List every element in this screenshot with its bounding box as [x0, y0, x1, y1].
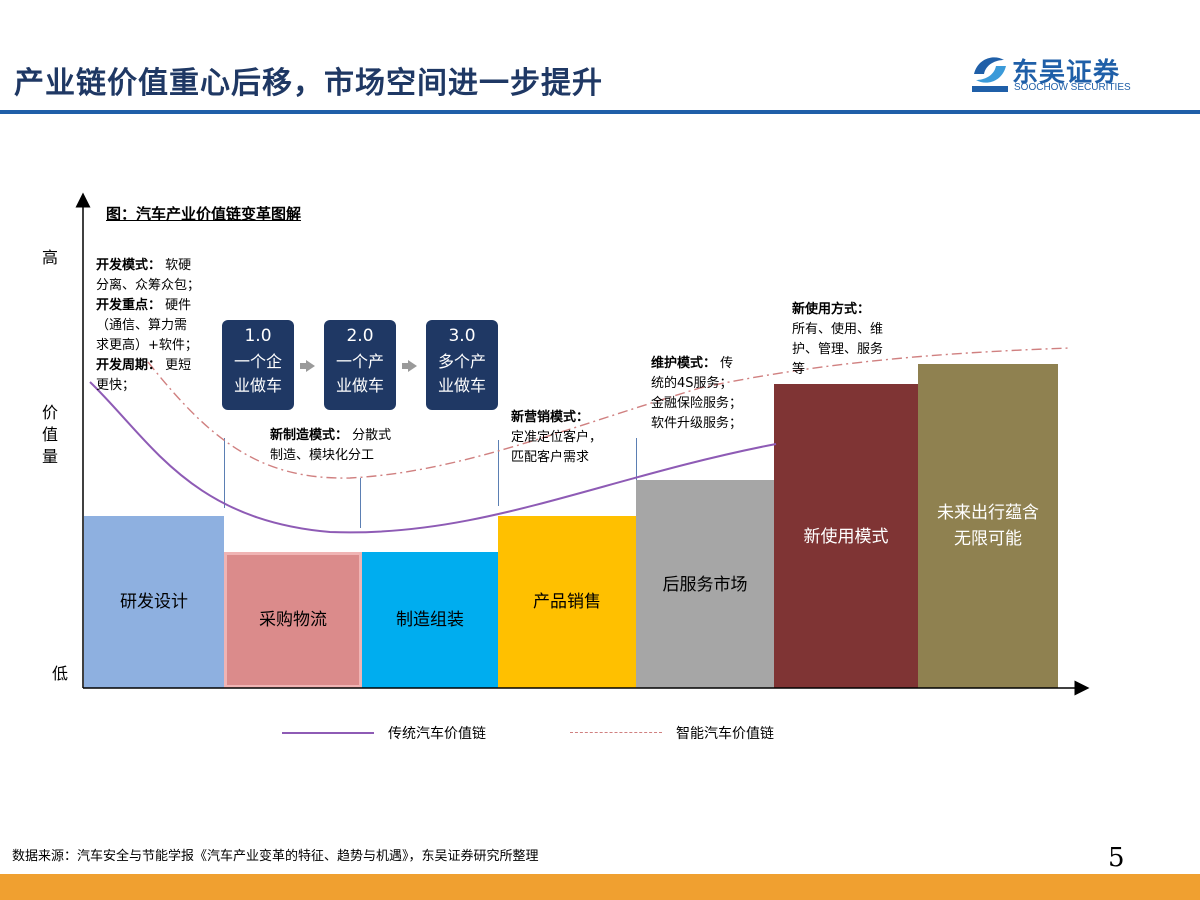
annotation-title: 新营销模式： [511, 410, 590, 425]
divider-line [224, 438, 225, 508]
figure-caption: 图：汽车产业价值链变革图解 [106, 205, 302, 223]
stage-box-2: 2.0 一个产 业做车 [324, 320, 396, 410]
stage-text: 一个产 [335, 352, 384, 371]
annotation-usage: 新使用方式： 所有、使用、维 护、管理、服务 等 [792, 300, 883, 380]
bar-new-usage-mode: 新使用模式 [774, 384, 918, 688]
bar-label: 新使用模式 [803, 527, 889, 547]
stage-number: 3.0 [448, 326, 476, 346]
annotation-text: 统的4S服务； [651, 376, 733, 391]
annotation-text: 护、管理、服务 [792, 342, 884, 357]
bar-label: 采购物流 [259, 610, 327, 630]
bar-manufacturing-assembly: 制造组装 [362, 552, 498, 688]
bar-procurement-logistics: 采购物流 [224, 552, 362, 688]
annotation-development: 开发模式： 软硬 分离、众筹众包； 开发重点： 硬件 （通信、算力需 求更高）+… [96, 256, 226, 396]
annotation-text: 软件升级服务； [651, 416, 743, 431]
divider-line [360, 478, 361, 528]
bar-label: 产品销售 [533, 592, 601, 612]
stage-text: 业做车 [233, 376, 282, 395]
logo-english-name: SOOCHOW SECURITIES [1014, 82, 1131, 93]
page-title: 产业链价值重心后移，市场空间进一步提升 [14, 66, 603, 101]
stage-number: 2.0 [346, 326, 374, 346]
annotation-text: 金融保险服务； [651, 396, 743, 411]
annotation-text: 匹配客户需求 [511, 450, 590, 465]
stage-text: 一个企 [233, 352, 282, 371]
annotation-text: 等 [792, 362, 806, 377]
annotation-text: 分离、众筹众包； [96, 278, 201, 293]
y-axis-label-char: 价 [41, 403, 58, 422]
annotation-text: （通信、算力需 [96, 318, 188, 333]
y-axis-label: 价 值 量 [40, 402, 60, 468]
annotation-text: 软硬 [165, 258, 192, 273]
annotation-title: 新使用方式： [792, 302, 871, 317]
annotation-title: 新制造模式： [270, 428, 349, 443]
annotation-text: 更快； [96, 378, 136, 393]
y-axis-label-char: 量 [41, 447, 58, 466]
annotation-marketing: 新营销模式： 定准定位客户， 匹配客户需求 [511, 408, 602, 468]
stage-text: 业做车 [335, 376, 384, 395]
logo-chinese-name: 东吴证券 [1012, 58, 1121, 88]
annotation-title: 开发重点： [96, 298, 162, 313]
legend-smart-swatch [570, 732, 662, 733]
bar-aftermarket-service: 后服务市场 [636, 480, 774, 688]
bar-product-sales: 产品销售 [498, 516, 636, 688]
annotation-maintenance: 维护模式： 传 统的4S服务； 金融保险服务； 软件升级服务； [651, 354, 742, 434]
bar-label: 后服务市场 [662, 575, 748, 595]
annotation-title: 开发模式： [96, 258, 162, 273]
smart-value-curve [147, 347, 1071, 479]
logo-mark-icon [972, 57, 1008, 92]
stage-number: 1.0 [244, 326, 272, 346]
bar-label: 制造组装 [396, 610, 464, 630]
annotation-text: 分散式 [352, 428, 392, 443]
divider-line [636, 438, 637, 480]
annotation-text: 所有、使用、维 [792, 322, 884, 337]
title-divider [0, 110, 1200, 114]
bar-label: 研发设计 [120, 592, 188, 612]
annotation-title: 维护模式： [651, 356, 717, 371]
y-axis-high-label: 高 [42, 248, 59, 267]
legend-traditional-swatch [282, 732, 374, 734]
legend-smart-label: 智能汽车价值链 [676, 726, 774, 742]
stage-box-1: 1.0 一个企 业做车 [222, 320, 294, 410]
annotation-text: 制造、模块化分工 [270, 448, 375, 463]
arrow-right-icon [300, 360, 315, 372]
stage-text: 业做车 [437, 376, 486, 395]
bar-rd-design: 研发设计 [84, 516, 224, 688]
traditional-value-curve [89, 381, 777, 534]
annotation-text: 更短 [165, 358, 192, 373]
annotation-manufacturing: 新制造模式： 分散式 制造、模块化分工 [270, 426, 391, 466]
annotation-title: 开发周期： [96, 358, 162, 373]
company-logo: 东吴证券 SOOCHOW SECURITIES [970, 52, 1150, 98]
divider-line [498, 440, 499, 506]
stage-text: 多个产 [437, 352, 486, 371]
page-number: 5 [1108, 843, 1125, 873]
annotation-text: 传 [720, 356, 734, 371]
y-axis-label-char: 值 [41, 425, 58, 444]
bar-label: 未来出行蕴含无限可能 [937, 503, 1039, 549]
stage-box-3: 3.0 多个产 业做车 [426, 320, 498, 410]
bar-future-mobility: 未来出行蕴含无限可能 [918, 364, 1058, 688]
footer-bar [0, 874, 1200, 900]
arrow-right-icon [402, 360, 417, 372]
legend-traditional-label: 传统汽车价值链 [388, 726, 486, 742]
annotation-text: 定准定位客户， [511, 430, 603, 445]
data-source-note: 数据来源：汽车安全与节能学报《汽车产业变革的特征、趋势与机遇》，东吴证券研究所整… [12, 849, 539, 864]
annotation-text: 求更高）+软件； [96, 338, 198, 353]
y-axis-low-label: 低 [52, 664, 69, 683]
annotation-text: 硬件 [165, 298, 192, 313]
